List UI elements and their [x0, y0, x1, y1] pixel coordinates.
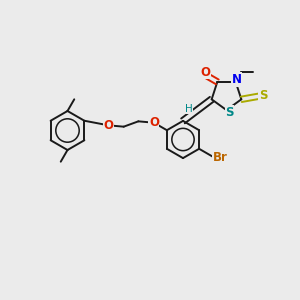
Text: O: O — [149, 116, 159, 129]
Text: O: O — [104, 119, 114, 132]
Text: O: O — [200, 66, 210, 79]
Text: N: N — [232, 73, 242, 86]
Text: H: H — [185, 103, 193, 114]
Text: S: S — [259, 89, 267, 102]
Text: S: S — [225, 106, 234, 119]
Text: Br: Br — [213, 151, 227, 164]
